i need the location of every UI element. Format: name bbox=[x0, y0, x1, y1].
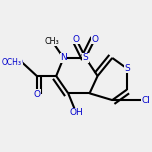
Text: O: O bbox=[33, 90, 40, 99]
Text: S: S bbox=[83, 53, 88, 62]
Text: CH₃: CH₃ bbox=[45, 37, 60, 46]
Text: OH: OH bbox=[69, 108, 83, 117]
Text: O: O bbox=[91, 35, 98, 44]
Text: OCH₃: OCH₃ bbox=[2, 58, 21, 67]
Text: O: O bbox=[15, 58, 22, 67]
Text: N: N bbox=[60, 53, 67, 62]
Text: O: O bbox=[73, 35, 80, 44]
Text: Cl: Cl bbox=[142, 96, 150, 105]
Text: S: S bbox=[124, 64, 130, 73]
